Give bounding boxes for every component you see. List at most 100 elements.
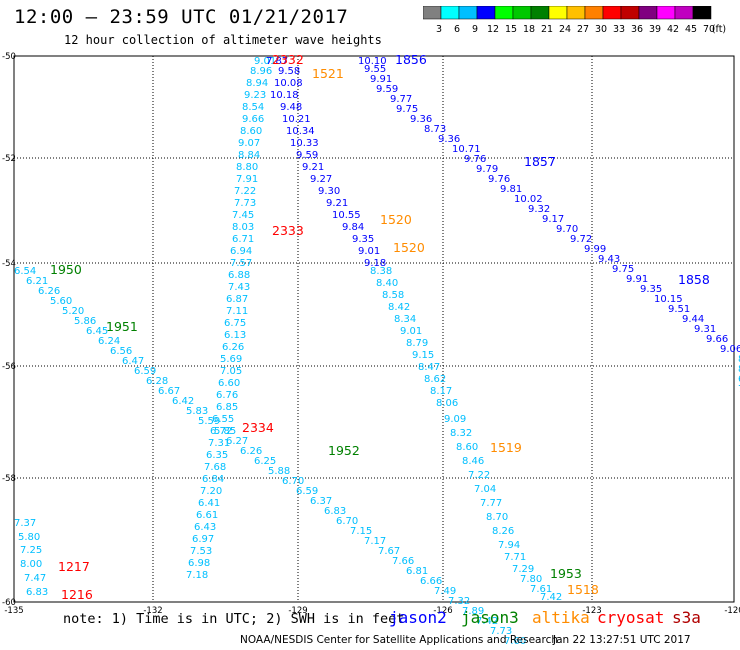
wave-height-reading: 5.60 xyxy=(50,296,72,307)
wave-height-reading: 7.15 xyxy=(350,526,372,537)
pass-time-label: 1520 xyxy=(380,212,412,227)
wave-height-reading: 6.67 xyxy=(158,386,180,397)
wave-height-reading: 7.17 xyxy=(364,536,386,547)
wave-height-reading: 9.15 xyxy=(412,350,434,361)
wave-height-reading: 7.22 xyxy=(468,470,490,481)
wave-height-reading: 9.27 xyxy=(310,174,332,185)
wave-height-reading: 8.52 xyxy=(738,354,740,365)
wave-height-reading: 10.15 xyxy=(654,294,683,305)
wave-height-reading: 9.36 xyxy=(438,134,460,145)
wave-height-reading: 9.72 xyxy=(570,234,592,245)
wave-height-reading: 6.25 xyxy=(254,456,276,467)
wave-height-reading: 8.26 xyxy=(492,526,514,537)
wave-height-reading: 10.08 xyxy=(274,78,303,89)
wave-height-reading: 6.83 xyxy=(324,506,346,517)
wave-height-reading: 6.66 xyxy=(420,576,442,587)
pass-time-label: 2333 xyxy=(272,223,304,238)
wave-height-reading: 7.42 xyxy=(540,592,562,603)
wave-height-reading: 6.81 xyxy=(406,566,428,577)
wave-height-reading: 7.22 xyxy=(234,186,256,197)
wave-height-reading: 6.35 xyxy=(206,450,228,461)
wave-height-reading: 7.29 xyxy=(512,564,534,575)
wave-height-reading: 9.76 xyxy=(488,174,510,185)
wave-height-reading: 6.84 xyxy=(202,474,224,485)
wave-height-reading: 8.94 xyxy=(246,78,268,89)
wave-height-reading: 9.23 xyxy=(244,90,266,101)
lat-tick-label: -54 xyxy=(2,259,16,269)
wave-height-reading: 6.70 xyxy=(336,516,358,527)
wave-height-reading: 9.66 xyxy=(706,334,728,345)
wave-height-reading: 6.60 xyxy=(218,378,240,389)
wave-height-reading: 8.00 xyxy=(20,559,42,570)
wave-height-reading: 5.80 xyxy=(18,532,40,543)
colorbar-tick-label: 39 xyxy=(649,24,661,35)
wave-height-reading: 6.94 xyxy=(230,246,252,257)
pass-time-label: 1520 xyxy=(393,240,425,255)
wave-height-reading: 9.70 xyxy=(556,224,578,235)
legend-altika: altika xyxy=(532,608,590,627)
wave-height-reading: 7.94 xyxy=(498,540,520,551)
wave-height-reading: 6.98 xyxy=(188,558,210,569)
wave-height-reading: 5.69 xyxy=(220,354,242,365)
colorbar-unit: (ft) xyxy=(712,24,726,35)
lat-tick-label: -58 xyxy=(2,474,16,484)
colorbar-tick-label: 42 xyxy=(667,24,679,35)
wave-height-reading: 6.75 xyxy=(224,318,246,329)
wave-height-reading: 7.05 xyxy=(220,366,242,377)
colorbar-tick-label: 9 xyxy=(472,24,478,35)
wave-height-reading: 9.79 xyxy=(476,164,498,175)
wave-height-reading: 7.32 xyxy=(448,596,470,607)
wave-height-reading: 9.59 xyxy=(296,150,318,161)
wave-height-reading: 7.49 xyxy=(434,586,456,597)
wave-height-reading: 6.27 xyxy=(226,436,248,447)
wave-height-reading: 9.44 xyxy=(682,314,704,325)
units-note: note: 1) Time is in UTC; 2) SWH is in fe… xyxy=(63,611,405,627)
wave-height-reading: 6.41 xyxy=(198,498,220,509)
wave-height-reading: 10.34 xyxy=(286,126,315,137)
wave-height-reading: 8.79 xyxy=(406,338,428,349)
wave-height-reading: 6.42 xyxy=(172,396,194,407)
wave-height-reading: 6.88 xyxy=(228,270,250,281)
wave-height-reading: 8.38 xyxy=(370,266,392,277)
wave-height-reading: 10.55 xyxy=(332,210,361,221)
lon-tick-label: -126 xyxy=(433,606,452,616)
track-readings: 6.546.216.265.605.205.866.456.246.566.47… xyxy=(14,56,740,647)
wave-height-reading: 7.73 xyxy=(234,198,256,209)
colorbar-tick-label: 21 xyxy=(541,24,553,35)
pass-time-label: 1953 xyxy=(550,566,582,581)
wave-height-reading: 10.33 xyxy=(290,138,319,149)
pass-time-label: 1950 xyxy=(50,262,82,277)
wave-height-reading: 8.40 xyxy=(376,278,398,289)
wave-height-reading: 9.84 xyxy=(342,222,364,233)
credit-line: NOAA/NESDIS Center for Satellite Applica… xyxy=(240,634,558,646)
lon-tick-label: -123 xyxy=(582,606,601,616)
wave-height-reading: 6.56 xyxy=(110,346,132,357)
wave-height-reading: 9.55 xyxy=(364,64,386,75)
wave-height-reading: 9.21 xyxy=(326,198,348,209)
wave-height-reading: 6.28 xyxy=(146,376,168,387)
lon-tick-label: -120 xyxy=(724,606,740,616)
wave-height-reading: 7.91 xyxy=(236,174,258,185)
wave-height-reading: 7.71 xyxy=(504,552,526,563)
wave-height-reading: 9.48 xyxy=(280,102,302,113)
lon-tick-label: -129 xyxy=(288,606,307,616)
wave-height-reading: 7.73 xyxy=(490,626,512,637)
pass-time-label: 2334 xyxy=(242,420,274,435)
wave-height-reading: 7.20 xyxy=(200,486,222,497)
pass-time-label: 1951 xyxy=(106,319,138,334)
wave-height-reading: 9.43 xyxy=(598,254,620,265)
wave-height-reading: 7.80 xyxy=(520,574,542,585)
wave-height-reading: 9.06 xyxy=(720,344,740,355)
colorbar-tick-label: 30 xyxy=(595,24,607,35)
wave-height-reading: 6.47 xyxy=(122,356,144,367)
wave-height-reading: 7.77 xyxy=(480,498,502,509)
wave-height-reading: 8.06 xyxy=(436,398,458,409)
wave-height-reading: 9.66 xyxy=(242,114,264,125)
wave-height-reading: 9.76 xyxy=(464,154,486,165)
colorbar-tick-label: 12 xyxy=(487,24,499,35)
wave-height-reading: 7.42 xyxy=(476,616,498,627)
wave-height-reading: 6.76 xyxy=(216,390,238,401)
wave-height-reading: 7.45 xyxy=(232,210,254,221)
wave-height-reading: 6.22 xyxy=(738,374,740,385)
wave-height-reading: 8.34 xyxy=(394,314,416,325)
